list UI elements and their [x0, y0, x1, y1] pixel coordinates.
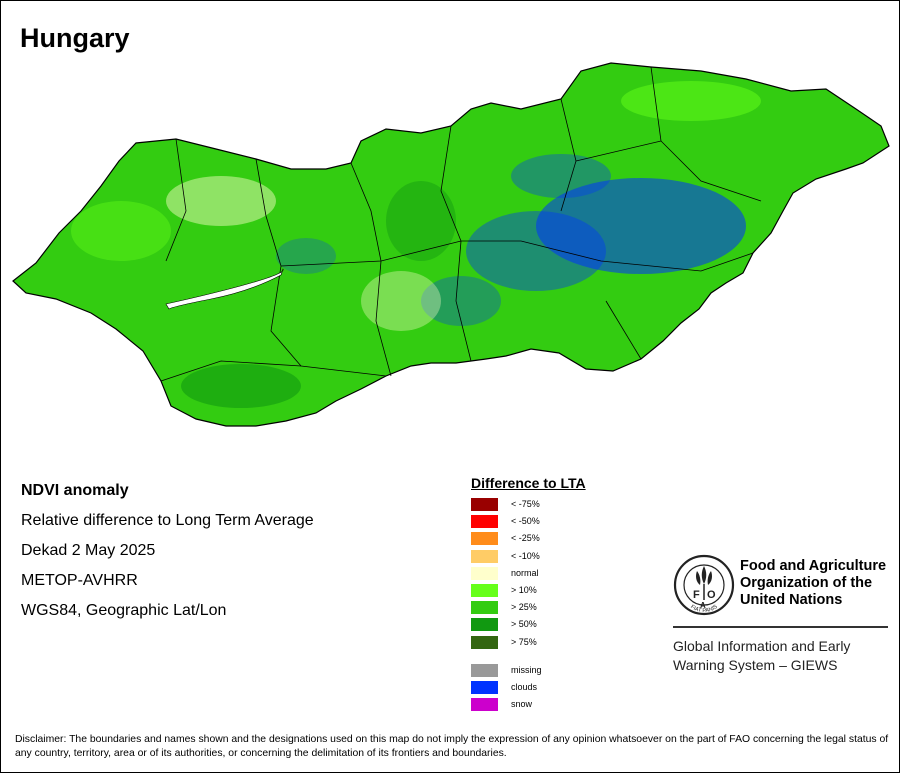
county-boundaries: [160, 66, 762, 382]
legend-swatch: [471, 635, 498, 649]
svg-text:FIAT PANIS: FIAT PANIS: [689, 604, 719, 614]
map-title: Hungary: [20, 23, 130, 53]
svg-text:F: F: [693, 589, 700, 601]
legend-title: Difference to LTA: [471, 475, 586, 491]
ndvi-anomaly-raster: [71, 81, 761, 408]
disclaimer: Disclaimer: The boundaries and names sho…: [15, 734, 889, 759]
legend-item: > 10%: [471, 583, 586, 601]
organization-name-line: United Nations: [740, 592, 843, 608]
legend-item: > 25%: [471, 601, 586, 618]
legend-item: snow: [471, 698, 586, 715]
legend-label: clouds: [511, 681, 538, 692]
sensor-label: METOP-AVHRR: [21, 572, 138, 589]
organization-name: Food and Agriculture Organization of the…: [740, 558, 886, 609]
divider: [673, 626, 888, 628]
legend-label: > 25%: [511, 602, 537, 613]
system-name-line: Global Information and Early: [673, 638, 851, 654]
legend-item: < -25%: [471, 532, 586, 549]
projection-label: WGS84, Geographic Lat/Lon: [21, 602, 227, 619]
legend: Difference to LTA < -75% < -50% < -25% <…: [471, 475, 586, 715]
legend-label: > 75%: [511, 636, 537, 647]
legend-item: missing: [471, 663, 586, 681]
legend-label: > 50%: [511, 619, 537, 630]
system-name-line: Warning System – GIEWS: [673, 657, 838, 673]
legend-item: clouds: [471, 680, 586, 698]
product-description: Relative difference to Long Term Average: [21, 512, 314, 529]
organization-name-line: Food and Agriculture: [740, 558, 887, 574]
product-name: NDVI anomaly: [21, 482, 129, 499]
organization-name-line: Organization of the: [740, 575, 873, 591]
legend-swatch: [471, 515, 498, 529]
svg-text:O: O: [707, 589, 716, 601]
system-name: Global Information and Early Warning Sys…: [673, 637, 850, 675]
legend-label: < -25%: [511, 533, 540, 544]
legend-swatch: [471, 618, 498, 632]
legend-swatch: [471, 601, 498, 615]
legend-item: normal: [471, 566, 586, 584]
legend-label: < -75%: [511, 499, 540, 509]
svg-text:A: A: [700, 601, 706, 610]
legend-swatch: [471, 532, 498, 546]
legend-swatch: [471, 663, 498, 677]
legend-label: < -10%: [511, 550, 540, 561]
legend-swatch: [471, 566, 498, 580]
legend-label: > 10%: [511, 584, 537, 595]
legend-label: missing: [511, 664, 542, 675]
legend-label: snow: [511, 699, 533, 710]
legend-item: < -75%: [471, 498, 586, 515]
legend-swatch: [471, 680, 498, 694]
legend-item: > 75%: [471, 635, 586, 653]
legend-swatch: [471, 583, 498, 597]
legend-item: > 50%: [471, 618, 586, 635]
legend-label: < -50%: [511, 516, 540, 527]
legend-swatch: [471, 549, 498, 563]
legend-item: < -10%: [471, 549, 586, 567]
legend-swatch: [471, 498, 498, 511]
legend-swatch: [471, 698, 498, 712]
legend-label: normal: [511, 567, 539, 578]
lake-balaton: [165, 268, 284, 310]
map-info: NDVI anomaly Relative difference to Long…: [21, 481, 314, 631]
legend-item: < -50%: [471, 515, 586, 532]
fao-emblem-icon: F O A FIAT PANIS: [673, 554, 735, 616]
period-label: Dekad 2 May 2025: [21, 542, 156, 559]
